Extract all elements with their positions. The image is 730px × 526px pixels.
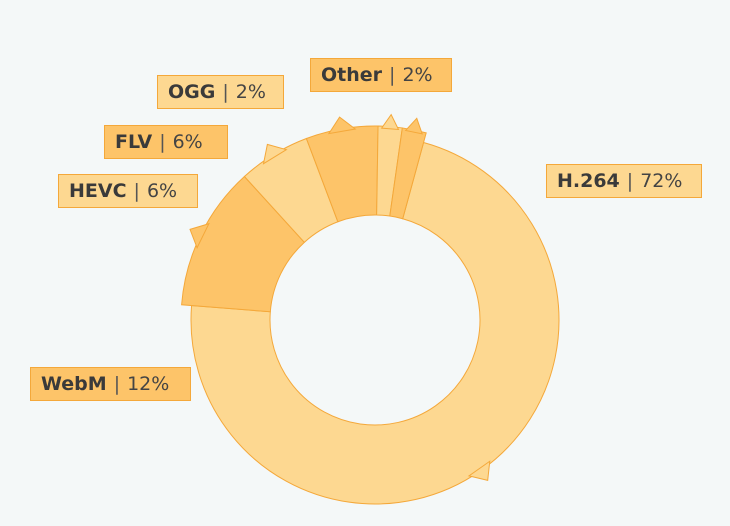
pointer-other bbox=[404, 117, 423, 135]
label-value: 6% bbox=[146, 180, 178, 202]
label-separator: | bbox=[113, 373, 121, 395]
pointer-flv bbox=[327, 116, 357, 135]
label-separator: | bbox=[626, 170, 634, 192]
slice-h-264 bbox=[190, 141, 560, 505]
label-category: H.264 bbox=[557, 170, 620, 192]
label-separator: | bbox=[389, 64, 396, 86]
pointer-webm bbox=[189, 222, 210, 250]
label-value: 2% bbox=[402, 64, 433, 86]
label-h-264: H.264 | 72% bbox=[546, 164, 702, 198]
label-flv: FLV | 6% bbox=[104, 125, 228, 159]
label-webm: WebM | 12% bbox=[30, 367, 191, 401]
label-value: 72% bbox=[640, 170, 683, 192]
label-value: 2% bbox=[235, 81, 266, 103]
label-category: WebM bbox=[41, 373, 107, 395]
label-ogg: OGG | 2% bbox=[157, 75, 284, 109]
label-separator: | bbox=[133, 180, 140, 202]
pointer-hevc bbox=[262, 143, 288, 165]
label-category: HEVC bbox=[69, 180, 127, 202]
pointer-h-264 bbox=[467, 460, 491, 481]
label-value: 6% bbox=[172, 131, 203, 153]
label-separator: | bbox=[159, 131, 166, 153]
label-other: Other | 2% bbox=[310, 58, 452, 92]
label-value: 12% bbox=[127, 373, 170, 395]
label-hevc: HEVC | 6% bbox=[58, 174, 198, 208]
label-separator: | bbox=[222, 81, 229, 103]
label-category: FLV bbox=[115, 131, 153, 153]
pointer-ogg bbox=[380, 113, 400, 131]
label-category: Other bbox=[321, 64, 383, 86]
label-category: OGG bbox=[168, 81, 216, 103]
